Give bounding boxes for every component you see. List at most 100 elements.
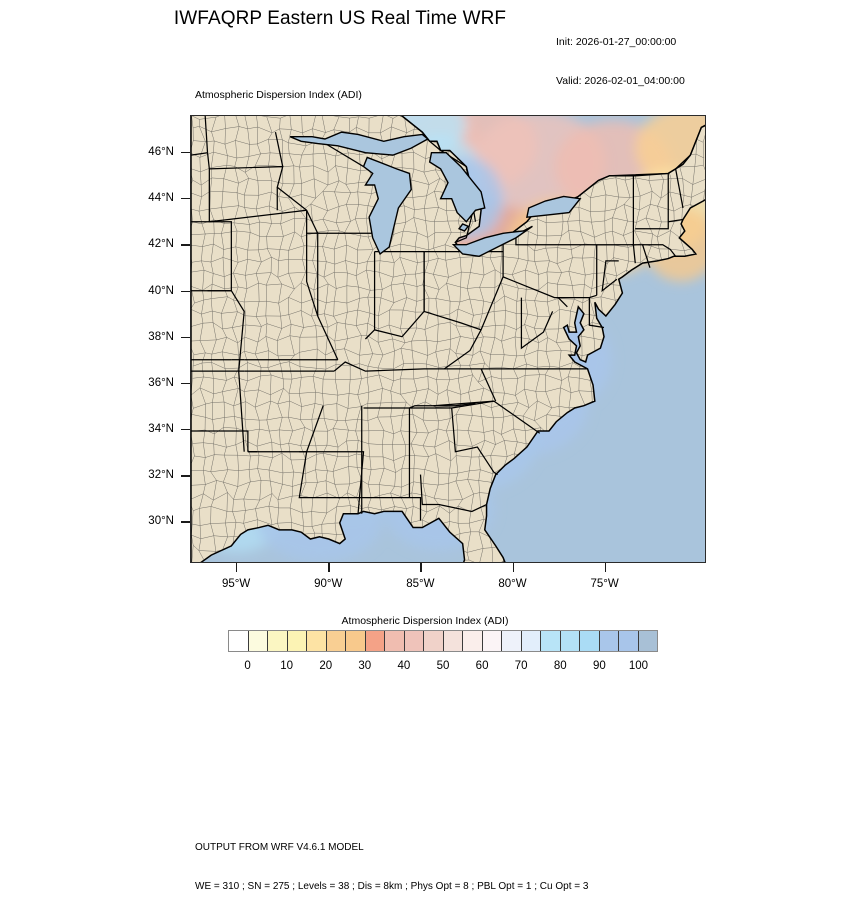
valid-time-label: Valid: 2026-02-01_04:00:00 xyxy=(556,75,685,87)
lon-tick-mark xyxy=(236,563,238,572)
lat-tick-label: 32°N xyxy=(148,469,174,482)
state-boundary xyxy=(641,244,651,268)
lake-huron xyxy=(428,152,486,223)
state-boundary xyxy=(423,237,504,331)
state-boundary xyxy=(631,244,677,257)
colorbar-cell xyxy=(404,631,424,651)
colorbar-tick-label: 100 xyxy=(628,660,649,672)
state-boundary xyxy=(333,361,588,372)
lat-tick-label: 42°N xyxy=(148,238,174,251)
lat-tick-label: 36°N xyxy=(148,376,174,389)
plot-subtitle: Atmospheric Dispersion Index (ADI) xyxy=(195,89,362,101)
state-boundary xyxy=(557,297,568,308)
lat-tick-mark xyxy=(181,244,190,246)
lake-stclair xyxy=(457,223,470,232)
coastline xyxy=(191,116,705,562)
state-boundary xyxy=(668,218,684,223)
state-boundary xyxy=(306,210,319,234)
state-boundary xyxy=(204,116,209,153)
colorbar-tick-label: 90 xyxy=(592,660,606,672)
footer-line-model: OUTPUT FROM WRF V4.6.1 MODEL xyxy=(195,842,364,853)
colorbar-tick-label: 0 xyxy=(244,660,251,672)
state-boundary xyxy=(675,168,684,209)
colorbar-cell xyxy=(307,631,327,651)
lat-tick-mark xyxy=(181,151,190,154)
lon-tick-label: 95°W xyxy=(221,578,251,590)
state-boundary xyxy=(601,260,619,293)
colorbar-cell xyxy=(502,631,522,651)
model-time-block: Init: 2026-01-27_00:00:00 Valid: 2026-02… xyxy=(556,10,685,101)
state-boundary xyxy=(230,290,245,452)
state-boundary xyxy=(274,131,284,167)
colorbar-tick-label: 10 xyxy=(280,660,294,672)
state-boundary xyxy=(191,430,249,452)
state-boundary xyxy=(520,297,554,350)
lat-tick-mark xyxy=(181,336,190,338)
lon-tick-mark xyxy=(420,563,422,572)
colorbar-cell xyxy=(541,631,561,651)
lat-tick-label: 40°N xyxy=(148,284,174,297)
colorbar-cell xyxy=(229,631,249,651)
colorbar-cell xyxy=(580,631,600,651)
lon-tick-label: 90°W xyxy=(314,578,343,590)
lat-tick-label: 44°N xyxy=(148,192,174,205)
adi-heatmap xyxy=(191,116,705,562)
lat-tick-mark xyxy=(181,429,190,431)
colorbar-cell xyxy=(560,631,580,651)
lat-tick-label: 38°N xyxy=(148,330,174,343)
state-boundary xyxy=(419,474,487,513)
lake-erie xyxy=(451,225,533,257)
colorbar-tick-label: 70 xyxy=(514,660,528,672)
map-panel[interactable] xyxy=(190,115,706,563)
lat-tick-label: 30°N xyxy=(148,515,174,528)
lake-superior xyxy=(289,131,430,156)
lon-tick-mark xyxy=(512,563,514,572)
colorbar-cell xyxy=(248,631,268,651)
state-boundary xyxy=(433,402,476,407)
lat-tick-mark xyxy=(181,382,190,385)
state-boundary xyxy=(209,209,307,223)
lat-tick-mark xyxy=(181,290,190,292)
colorbar-cell xyxy=(268,631,288,651)
colorbar-cell xyxy=(599,631,619,651)
colorbar-tick-label: 20 xyxy=(319,660,333,672)
model-config-footer: OUTPUT FROM WRF V4.6.1 MODEL WE = 310 ; … xyxy=(195,815,588,906)
state-boundary xyxy=(209,165,308,211)
colorbar-cell xyxy=(638,631,657,651)
colorbar[interactable] xyxy=(228,630,658,652)
lon-tick-label: 85°W xyxy=(406,578,435,590)
colorbar-cell xyxy=(482,631,502,651)
colorbar-cell xyxy=(521,631,541,651)
footer-line-config: WE = 310 ; SN = 275 ; Levels = 38 ; Dis … xyxy=(195,881,589,892)
page-title: IWFAQRP Eastern US Real Time WRF xyxy=(173,8,507,29)
state-boundary xyxy=(502,276,597,299)
state-boundary xyxy=(299,451,365,514)
lat-tick-label: 34°N xyxy=(148,423,174,436)
lon-tick-label: 75°W xyxy=(590,578,619,590)
lat-tick-label: 46°N xyxy=(148,145,174,158)
colorbar-cell xyxy=(365,631,385,651)
lat-tick-mark xyxy=(181,198,190,200)
state-boundary xyxy=(191,152,208,156)
state-boundary xyxy=(306,210,339,360)
colorbar-cell xyxy=(424,631,444,651)
colorbar-cell xyxy=(326,631,346,651)
colorbar-cell xyxy=(443,631,463,651)
colorbar-cell xyxy=(619,631,639,651)
init-time-label: Init: 2026-01-27_00:00:00 xyxy=(556,36,677,48)
lon-tick-mark xyxy=(328,563,330,572)
state-boundary xyxy=(480,368,497,402)
state-boundary xyxy=(588,297,605,329)
colorbar-cell xyxy=(346,631,366,651)
state-boundary xyxy=(451,407,498,476)
colorbar-cell xyxy=(287,631,307,651)
colorbar-tick-label: 60 xyxy=(475,660,489,672)
state-boundary xyxy=(635,173,669,230)
lake-michigan xyxy=(362,156,412,256)
state-boundary xyxy=(363,400,541,434)
colorbar-tick-label: 40 xyxy=(397,660,411,672)
state-boundary xyxy=(443,329,482,370)
colorbar-cell xyxy=(463,631,483,651)
lon-tick-label: 80°W xyxy=(498,578,527,590)
colorbar-cell xyxy=(385,631,405,651)
